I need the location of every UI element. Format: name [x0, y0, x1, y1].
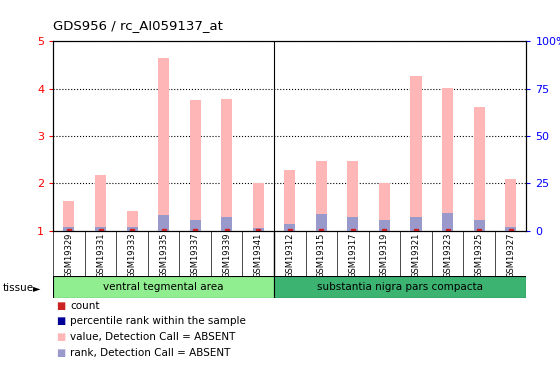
- Bar: [379, 183, 390, 231]
- Text: GSM19339: GSM19339: [222, 233, 231, 278]
- Text: GDS956 / rc_AI059137_at: GDS956 / rc_AI059137_at: [53, 19, 223, 32]
- Text: GSM19325: GSM19325: [474, 233, 484, 278]
- Text: GSM19327: GSM19327: [506, 233, 515, 278]
- Bar: [63, 201, 74, 231]
- Bar: [284, 225, 295, 231]
- Bar: [379, 220, 390, 231]
- Bar: [127, 227, 138, 231]
- Bar: [410, 76, 422, 231]
- Bar: [474, 106, 484, 231]
- Text: ►: ►: [32, 283, 40, 293]
- Text: ■: ■: [56, 348, 66, 358]
- Text: tissue: tissue: [3, 283, 34, 293]
- Text: GSM19335: GSM19335: [159, 233, 168, 278]
- Bar: [505, 227, 516, 231]
- Text: substantia nigra pars compacta: substantia nigra pars compacta: [317, 282, 483, 292]
- Bar: [158, 216, 169, 231]
- Text: ■: ■: [56, 316, 66, 326]
- Bar: [442, 88, 453, 231]
- Text: GSM19337: GSM19337: [190, 233, 200, 279]
- Bar: [221, 99, 232, 231]
- Bar: [274, 276, 526, 298]
- Text: GSM19333: GSM19333: [128, 233, 137, 279]
- Text: rank, Detection Call = ABSENT: rank, Detection Call = ABSENT: [70, 348, 230, 358]
- Bar: [347, 160, 358, 231]
- Bar: [158, 58, 169, 231]
- Text: GSM19331: GSM19331: [96, 233, 105, 278]
- Bar: [127, 211, 138, 231]
- Text: GSM19321: GSM19321: [412, 233, 421, 278]
- Bar: [95, 227, 106, 231]
- Bar: [316, 214, 327, 231]
- Bar: [53, 276, 274, 298]
- Text: percentile rank within the sample: percentile rank within the sample: [70, 316, 246, 326]
- Text: GSM19319: GSM19319: [380, 233, 389, 278]
- Text: GSM19312: GSM19312: [285, 233, 295, 278]
- Text: value, Detection Call = ABSENT: value, Detection Call = ABSENT: [70, 332, 235, 342]
- Bar: [442, 213, 453, 231]
- Bar: [474, 220, 484, 231]
- Bar: [316, 161, 327, 231]
- Bar: [284, 170, 295, 231]
- Bar: [221, 217, 232, 231]
- Bar: [347, 217, 358, 231]
- Bar: [190, 100, 200, 231]
- Bar: [253, 228, 264, 231]
- Text: ventral tegmental area: ventral tegmental area: [104, 282, 224, 292]
- Text: GSM19329: GSM19329: [64, 233, 73, 278]
- Text: ■: ■: [56, 301, 66, 310]
- Text: GSM19323: GSM19323: [443, 233, 452, 278]
- Bar: [253, 183, 264, 231]
- Bar: [410, 217, 422, 231]
- Text: ■: ■: [56, 332, 66, 342]
- Bar: [505, 180, 516, 231]
- Bar: [95, 175, 106, 231]
- Text: GSM19315: GSM19315: [317, 233, 326, 278]
- Text: GSM19317: GSM19317: [348, 233, 357, 278]
- Bar: [190, 220, 200, 231]
- Text: count: count: [70, 301, 100, 310]
- Bar: [63, 227, 74, 231]
- Text: GSM19341: GSM19341: [254, 233, 263, 278]
